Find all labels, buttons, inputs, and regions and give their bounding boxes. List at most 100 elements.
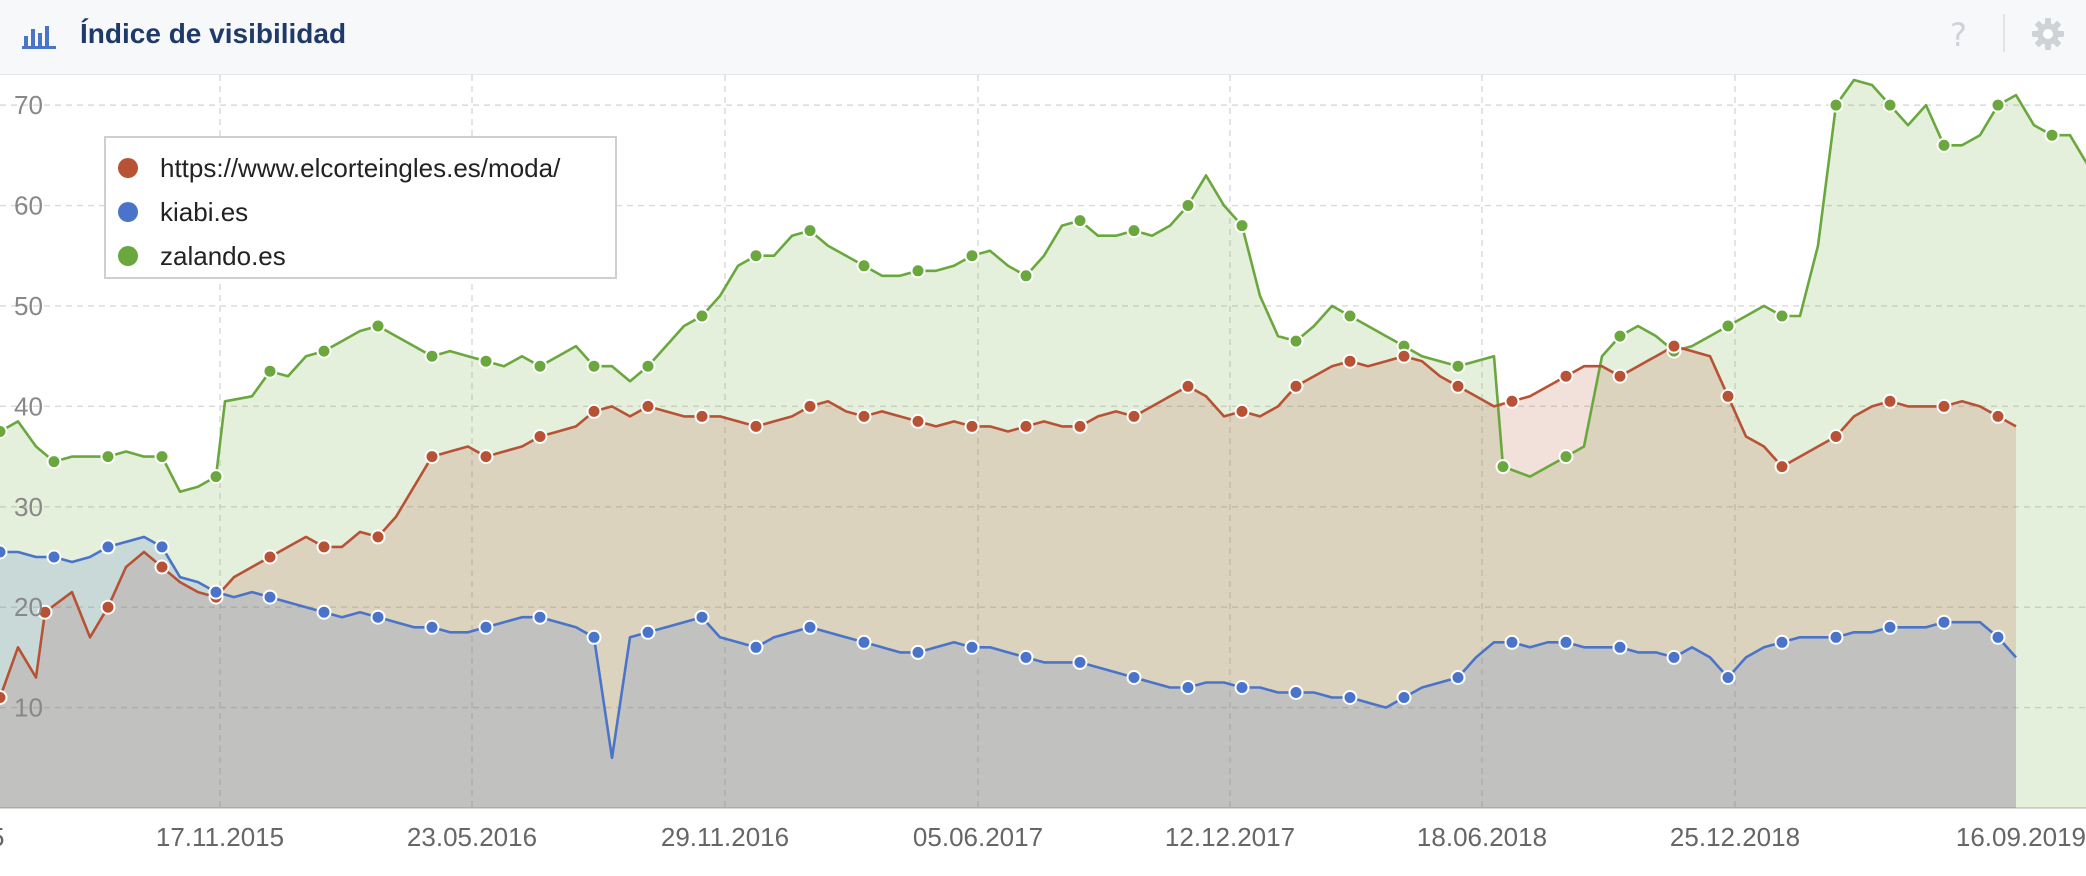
- data-point[interactable]: [1396, 690, 1412, 705]
- data-point[interactable]: [532, 429, 548, 444]
- data-point[interactable]: [1450, 358, 1466, 374]
- data-point[interactable]: [2044, 127, 2060, 143]
- data-point[interactable]: [640, 624, 656, 640]
- data-point[interactable]: [424, 348, 440, 364]
- legend-item-elcorteingles[interactable]: https://www.elcorteingles.es/moda/: [106, 146, 615, 190]
- data-point[interactable]: [154, 559, 170, 575]
- data-point[interactable]: [964, 639, 980, 655]
- data-point[interactable]: [262, 363, 278, 379]
- data-point[interactable]: [478, 449, 494, 465]
- data-point[interactable]: [1072, 213, 1088, 229]
- data-point[interactable]: [910, 263, 926, 279]
- data-point[interactable]: [1234, 403, 1250, 419]
- data-point[interactable]: [1612, 639, 1628, 655]
- data-point[interactable]: [100, 599, 116, 615]
- data-point[interactable]: [856, 634, 872, 650]
- data-point[interactable]: [0, 690, 8, 705]
- data-point[interactable]: [1234, 218, 1250, 234]
- data-point[interactable]: [37, 604, 53, 620]
- data-point[interactable]: [1990, 97, 2006, 113]
- data-point[interactable]: [1882, 619, 1898, 635]
- data-point[interactable]: [1180, 198, 1196, 213]
- data-point[interactable]: [316, 604, 332, 620]
- data-point[interactable]: [370, 529, 386, 545]
- data-point[interactable]: [262, 589, 278, 605]
- data-point[interactable]: [0, 424, 8, 439]
- data-point[interactable]: [748, 248, 764, 264]
- data-point[interactable]: [1558, 449, 1574, 465]
- data-point[interactable]: [1774, 459, 1790, 475]
- data-point[interactable]: [1018, 418, 1034, 434]
- gear-icon[interactable]: [2030, 16, 2066, 52]
- data-point[interactable]: [1882, 393, 1898, 409]
- legend-item-zalando[interactable]: zalando.es: [106, 234, 615, 278]
- data-point[interactable]: [100, 449, 116, 465]
- data-point[interactable]: [478, 619, 494, 635]
- data-point[interactable]: [1342, 690, 1358, 705]
- data-point[interactable]: [478, 353, 494, 369]
- data-point[interactable]: [1495, 459, 1511, 475]
- data-point[interactable]: [1990, 408, 2006, 424]
- data-point[interactable]: [802, 223, 818, 239]
- data-point[interactable]: [532, 609, 548, 625]
- data-point[interactable]: [316, 539, 332, 555]
- data-point[interactable]: [1774, 308, 1790, 324]
- data-point[interactable]: [1342, 353, 1358, 369]
- data-point[interactable]: [856, 408, 872, 424]
- data-point[interactable]: [1720, 670, 1736, 685]
- data-point[interactable]: [1288, 333, 1304, 349]
- data-point[interactable]: [694, 308, 710, 324]
- data-point[interactable]: [1018, 649, 1034, 665]
- data-point[interactable]: [964, 418, 980, 434]
- data-point[interactable]: [46, 454, 62, 470]
- legend-item-kiabi[interactable]: kiabi.es: [106, 190, 615, 234]
- data-point[interactable]: [1774, 634, 1790, 650]
- data-point[interactable]: [910, 644, 926, 660]
- data-point[interactable]: [0, 544, 8, 560]
- data-point[interactable]: [154, 449, 170, 465]
- data-point[interactable]: [694, 609, 710, 625]
- data-point[interactable]: [100, 539, 116, 555]
- data-point[interactable]: [532, 358, 548, 374]
- data-point[interactable]: [424, 619, 440, 635]
- data-point[interactable]: [1936, 137, 1952, 153]
- data-point[interactable]: [964, 248, 980, 264]
- data-point[interactable]: [802, 398, 818, 414]
- data-point[interactable]: [1828, 629, 1844, 645]
- data-point[interactable]: [640, 358, 656, 374]
- data-point[interactable]: [316, 343, 332, 359]
- data-point[interactable]: [1936, 614, 1952, 630]
- data-point[interactable]: [1126, 223, 1142, 239]
- data-point[interactable]: [748, 418, 764, 434]
- data-point[interactable]: [1396, 348, 1412, 364]
- data-point[interactable]: [586, 403, 602, 419]
- data-point[interactable]: [1558, 634, 1574, 650]
- data-point[interactable]: [1288, 685, 1304, 700]
- data-point[interactable]: [694, 408, 710, 424]
- data-point[interactable]: [1720, 318, 1736, 334]
- data-point[interactable]: [1342, 308, 1358, 324]
- help-icon[interactable]: ?: [1950, 16, 1967, 54]
- data-point[interactable]: [1612, 368, 1628, 384]
- data-point[interactable]: [208, 469, 224, 485]
- data-point[interactable]: [1072, 654, 1088, 670]
- data-point[interactable]: [910, 413, 926, 429]
- data-point[interactable]: [370, 318, 386, 334]
- data-point[interactable]: [1126, 670, 1142, 685]
- data-point[interactable]: [1450, 378, 1466, 394]
- data-point[interactable]: [1720, 388, 1736, 404]
- data-point[interactable]: [1612, 328, 1628, 344]
- data-point[interactable]: [586, 358, 602, 374]
- data-point[interactable]: [1558, 368, 1574, 384]
- data-point[interactable]: [1072, 418, 1088, 434]
- data-point[interactable]: [586, 629, 602, 645]
- data-point[interactable]: [46, 549, 62, 565]
- data-point[interactable]: [1828, 97, 1844, 113]
- data-point[interactable]: [262, 549, 278, 565]
- data-point[interactable]: [856, 258, 872, 274]
- data-point[interactable]: [1450, 670, 1466, 685]
- data-point[interactable]: [1180, 378, 1196, 394]
- data-point[interactable]: [1666, 338, 1682, 354]
- data-point[interactable]: [208, 584, 224, 600]
- data-point[interactable]: [640, 398, 656, 414]
